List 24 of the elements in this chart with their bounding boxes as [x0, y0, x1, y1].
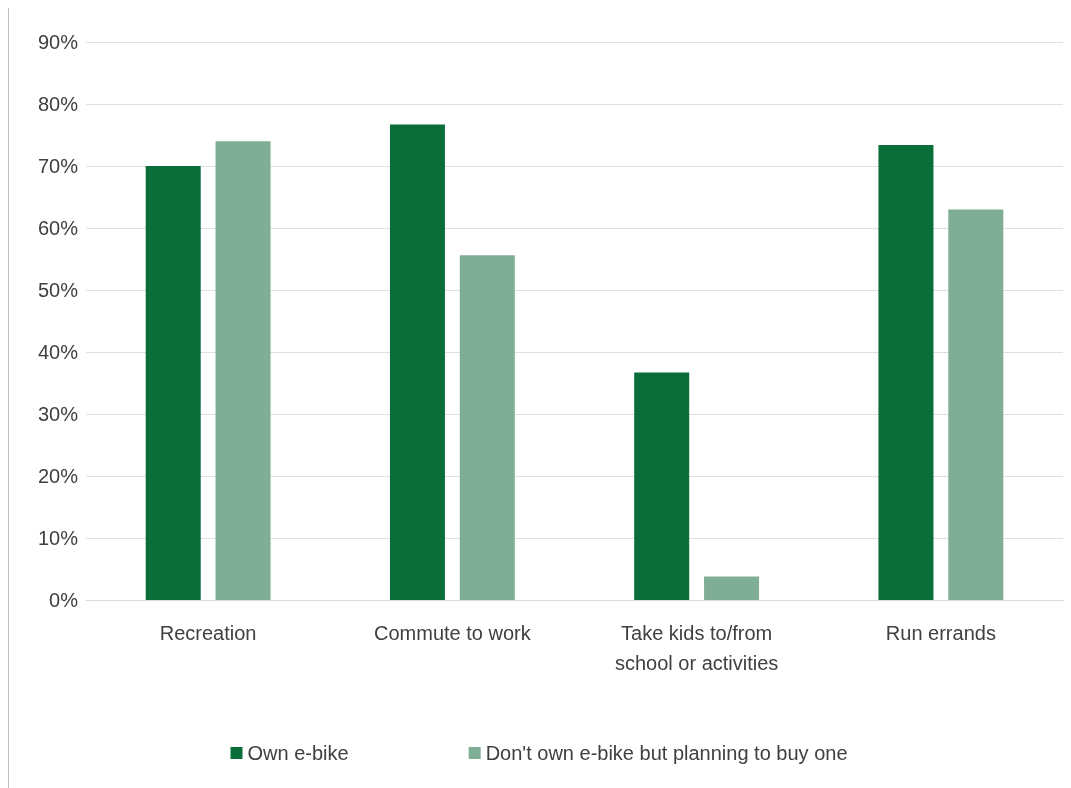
y-tick-label: 0% [49, 589, 79, 611]
bar [634, 372, 690, 600]
x-tick-label: Take kids to/from school or activities [614, 622, 779, 674]
legend-label: Own e-bike [247, 742, 349, 764]
bar [878, 144, 934, 600]
y-tick-label: 70% [37, 155, 79, 177]
bar [948, 209, 1004, 600]
y-tick-label: 20% [37, 465, 79, 487]
y-tick-label: 90% [37, 31, 79, 53]
x-tick-label: Run errands [885, 622, 996, 644]
x-tick-label: Recreation [159, 622, 257, 644]
y-tick-label: 30% [37, 403, 79, 425]
y-tick-label: 60% [37, 217, 79, 239]
legend-label: Don't own e-bike but planning to buy one [485, 742, 848, 764]
x-tick-label: Commute to work [374, 622, 532, 644]
y-tick-label: 50% [37, 279, 79, 301]
bar [389, 124, 445, 600]
bar [145, 166, 201, 600]
bar [215, 141, 271, 600]
y-tick-label: 40% [37, 341, 79, 363]
y-tick-label: 10% [37, 527, 79, 549]
y-tick-label: 80% [37, 93, 79, 115]
bar [459, 255, 515, 600]
bar [704, 576, 760, 600]
